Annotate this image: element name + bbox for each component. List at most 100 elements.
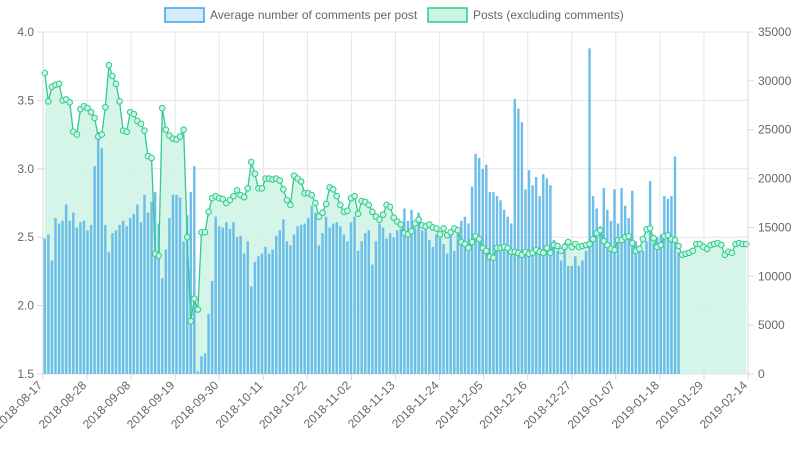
posts-point — [102, 103, 109, 111]
posts-point — [337, 201, 344, 209]
posts-point — [183, 233, 191, 241]
comments-bar — [438, 234, 442, 374]
comments-bar — [253, 261, 257, 374]
comments-bar — [396, 230, 399, 374]
comments-bar — [100, 148, 103, 374]
comments-bar — [506, 216, 509, 374]
posts-point — [440, 225, 447, 232]
comments-bar — [193, 166, 196, 374]
comments-bar — [495, 196, 499, 374]
comments-bar — [331, 223, 335, 374]
posts-point — [718, 241, 725, 249]
posts-point — [390, 214, 398, 221]
posts-point — [369, 208, 376, 216]
posts-point — [148, 154, 155, 162]
x-axis-tick-label: 2018-10-22 — [256, 378, 310, 432]
comments-bar — [89, 224, 93, 374]
posts-point — [91, 114, 98, 122]
right-axis-tick-label: 35000 — [758, 25, 792, 39]
comments-bar — [129, 218, 132, 374]
comments-bar — [64, 204, 68, 374]
comments-bar — [499, 200, 502, 374]
comments-bar — [435, 234, 438, 374]
posts-point — [230, 192, 237, 200]
comments-bar — [371, 264, 374, 374]
posts-point — [176, 133, 184, 140]
comments-bar — [648, 181, 652, 374]
right-axis-tick-label: 15000 — [758, 220, 792, 234]
comments-bar — [606, 209, 609, 374]
posts-point — [116, 98, 123, 105]
comments-bar — [275, 235, 278, 374]
comments-bar — [136, 204, 139, 374]
left-axis-tick-label: 2.0 — [17, 299, 34, 313]
comments-bar — [61, 220, 64, 374]
comments-bar — [488, 192, 492, 374]
posts-point — [561, 243, 568, 251]
comments-bar — [364, 233, 367, 374]
posts-point — [596, 227, 604, 234]
comments-bar — [125, 226, 128, 374]
comments-bar — [271, 249, 274, 374]
comments-bar — [228, 228, 232, 374]
comments-bar — [335, 222, 338, 374]
comments-bar — [175, 194, 178, 374]
comments-bar — [349, 222, 353, 374]
posts-point — [554, 242, 561, 250]
posts-point — [461, 240, 469, 248]
posts-point — [628, 239, 636, 247]
posts-point — [379, 211, 387, 219]
left-axis-tick-label: 4.0 — [17, 25, 34, 39]
posts-point — [454, 227, 462, 234]
comments-bar — [143, 194, 146, 374]
posts-point — [162, 126, 170, 134]
left-axis-tick-label: 1.5 — [17, 367, 34, 381]
legend[interactable]: Average number of comments per post Post… — [164, 7, 624, 23]
comments-bar — [442, 244, 445, 374]
comments-bar — [659, 234, 662, 374]
comments-bar — [474, 153, 477, 374]
left-axis: 1.5 2.0 2.5 3.0 3.5 4.0 — [17, 25, 44, 381]
posts-point — [244, 185, 252, 192]
comments-bar — [242, 253, 246, 374]
comments-bar — [342, 234, 346, 374]
comments-bar — [43, 238, 46, 374]
posts-point — [344, 207, 351, 215]
legend-swatch-comments[interactable] — [164, 7, 205, 23]
comments-bar — [189, 192, 192, 374]
posts-point — [557, 247, 565, 255]
comments-bar — [655, 237, 659, 374]
comments-bar — [531, 185, 534, 374]
comments-bar — [502, 209, 506, 374]
posts-point — [66, 99, 73, 106]
comments-bar — [556, 250, 559, 374]
posts-point — [251, 170, 259, 177]
posts-point — [287, 201, 294, 209]
comments-bar — [250, 286, 253, 374]
posts-point — [436, 230, 444, 238]
comments-bar — [581, 260, 584, 374]
comments-bar — [57, 223, 61, 374]
comments-bar — [378, 223, 381, 374]
comments-bar — [182, 241, 185, 374]
comments-bar — [317, 245, 321, 374]
posts-point — [73, 131, 81, 138]
posts-point — [600, 237, 608, 245]
comments-bar — [566, 265, 570, 374]
comments-bar — [613, 189, 616, 374]
comments-bar — [278, 230, 281, 374]
comments-bar — [534, 177, 538, 374]
legend-label-posts[interactable]: Posts (excluding comments) — [473, 8, 624, 22]
comments-bar — [72, 212, 75, 374]
comments-bar — [207, 313, 210, 374]
legend-label-comments[interactable]: Average number of comments per post — [210, 8, 418, 22]
comments-bar — [267, 253, 271, 374]
posts-point — [703, 245, 711, 253]
comments-bar — [153, 192, 157, 374]
comments-bar — [356, 250, 360, 374]
comments-bar — [314, 212, 317, 374]
comments-bar — [463, 216, 467, 374]
legend-swatch-posts[interactable] — [427, 7, 468, 23]
x-axis-tick-label: 2019-02-14 — [697, 378, 751, 432]
posts-point — [636, 245, 643, 253]
